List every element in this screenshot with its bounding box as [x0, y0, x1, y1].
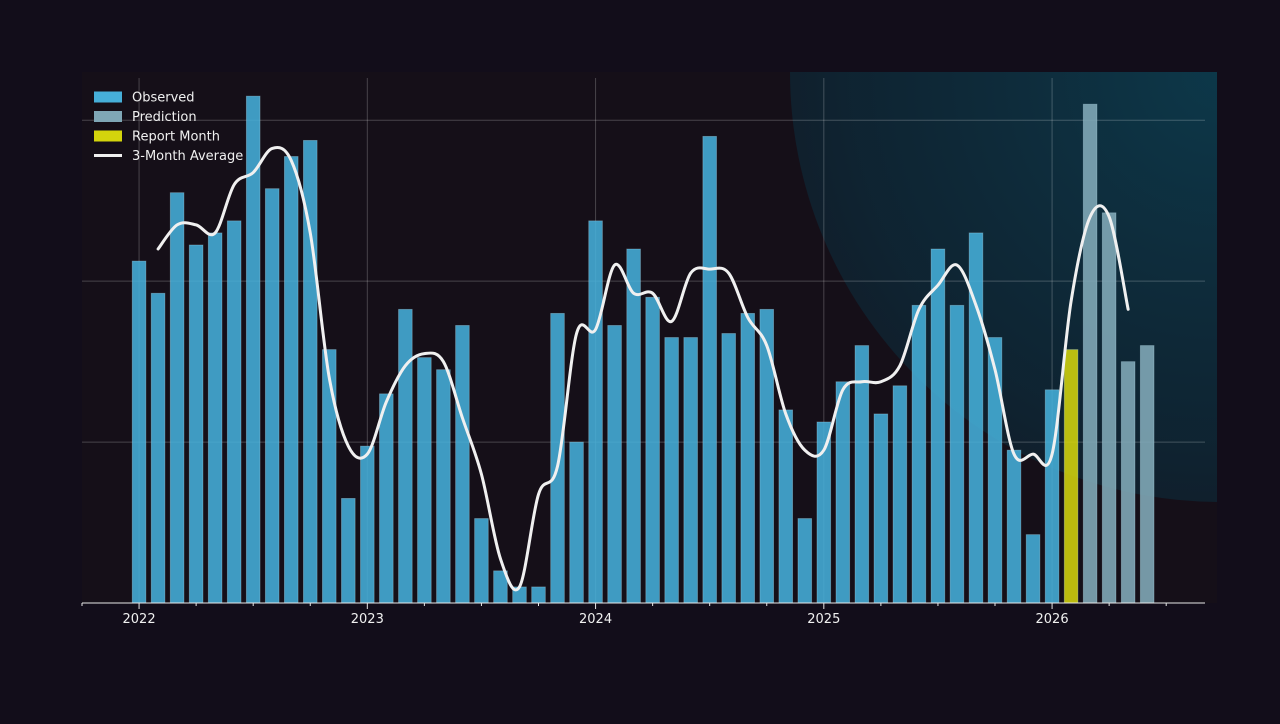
- observed-bar: [645, 296, 660, 604]
- observed-bar: [949, 304, 965, 604]
- prediction-bar: [1082, 103, 1098, 604]
- observed-bar: [683, 337, 698, 604]
- legend-swatch: [94, 130, 122, 142]
- observed-bar: [283, 156, 299, 604]
- observed-bar: [436, 369, 451, 604]
- x-tick-label: 2023: [351, 612, 384, 627]
- observed-bar: [759, 308, 775, 604]
- observed-bar: [797, 518, 813, 604]
- observed-bar: [892, 385, 908, 604]
- observed-bar: [207, 232, 223, 604]
- x-tick-label: 2022: [123, 612, 156, 627]
- report-month-bar: [1063, 349, 1079, 604]
- x-tick-label: 2024: [579, 612, 612, 627]
- observed-bar: [721, 333, 736, 604]
- observed-bar: [531, 586, 546, 604]
- observed-bar: [911, 304, 927, 604]
- observed-bar: [664, 337, 679, 604]
- observed-bar: [417, 357, 432, 604]
- prediction-bar: [1120, 361, 1136, 604]
- observed-bar: [702, 135, 717, 604]
- x-tick-label: 2025: [807, 612, 840, 627]
- observed-bar: [588, 220, 603, 604]
- observed-bar: [873, 413, 889, 604]
- observed-bar: [569, 441, 584, 604]
- three-month-average-line: [156, 145, 1130, 592]
- x-axis: 2022 2023 2024 2025 2026: [81, 602, 1205, 627]
- prediction-bar: [1101, 212, 1117, 604]
- legend-label: Observed: [132, 91, 195, 106]
- observed-bar: [626, 248, 641, 604]
- observed-bar: [188, 244, 204, 604]
- observed-bar: [740, 312, 755, 604]
- observed-bar: [835, 381, 851, 604]
- observed-bar: [607, 325, 622, 604]
- bars-layer: [131, 95, 1155, 604]
- legend-label: Prediction: [132, 110, 197, 125]
- observed-bar: [930, 248, 946, 604]
- observed-bar: [778, 409, 794, 604]
- observed-bar: [1006, 449, 1022, 604]
- observed-bar: [360, 445, 375, 604]
- observed-bar: [474, 518, 489, 604]
- average-line-layer: [156, 145, 1130, 592]
- observed-bar: [226, 220, 242, 604]
- observed-bar: [1025, 534, 1041, 604]
- observed-bar: [398, 308, 413, 604]
- observed-bar: [341, 498, 356, 604]
- observed-bar: [150, 292, 166, 604]
- observed-bar: [169, 192, 185, 604]
- observed-bar: [550, 312, 565, 604]
- legend-label: Report Month: [132, 130, 220, 145]
- prediction-bar: [1139, 345, 1155, 604]
- observed-bar: [854, 345, 870, 604]
- observed-bar: [379, 393, 394, 604]
- observed-bar: [322, 349, 337, 604]
- observed-bar: [264, 188, 280, 604]
- x-tick-label: 2026: [1036, 612, 1069, 627]
- legend: Observed Prediction Report Month 3-Month Av…: [94, 91, 243, 164]
- legend-label: 3-Month Average: [132, 149, 243, 164]
- legend-swatch: [94, 111, 122, 122]
- observed-bar: [131, 260, 147, 604]
- observed-bar: [455, 325, 470, 604]
- observed-bar: [987, 337, 1003, 604]
- legend-swatch: [94, 91, 122, 103]
